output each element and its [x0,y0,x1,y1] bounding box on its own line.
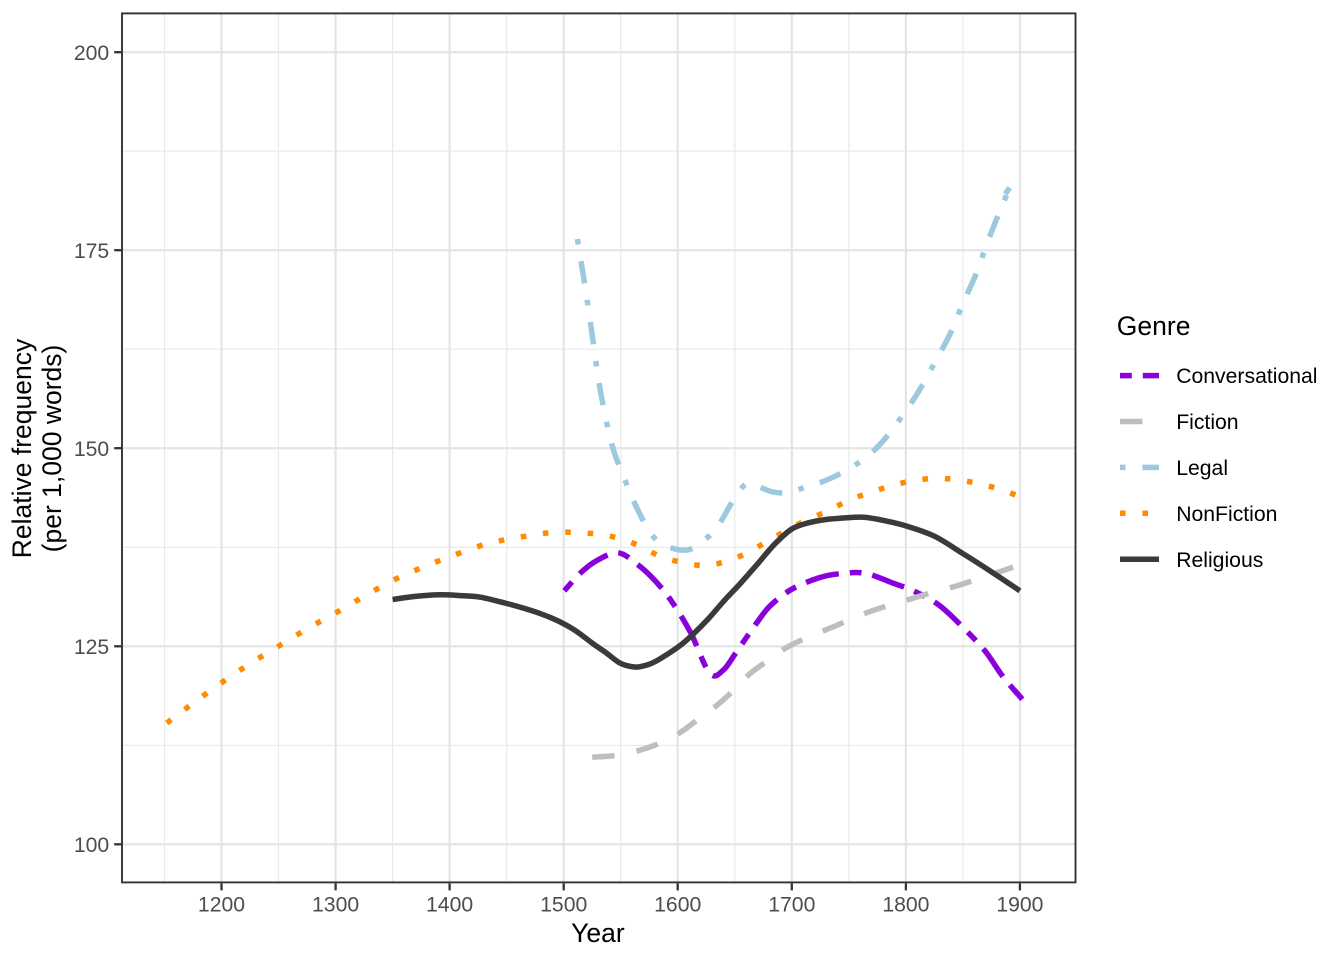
svg-text:Conversational: Conversational [1176,365,1317,388]
svg-text:Relative frequency: Relative frequency [7,338,37,558]
svg-text:Religious: Religious [1176,549,1263,572]
svg-text:1900: 1900 [996,893,1043,916]
svg-text:1600: 1600 [654,893,701,916]
svg-text:1200: 1200 [198,893,245,916]
svg-text:(per 1,000 words): (per 1,000 words) [37,345,67,553]
svg-text:Legal: Legal [1176,457,1228,480]
svg-text:100: 100 [74,834,109,857]
svg-text:1800: 1800 [882,893,929,916]
svg-text:200: 200 [74,42,109,65]
svg-text:Genre: Genre [1117,311,1191,341]
svg-text:1500: 1500 [540,893,587,916]
svg-text:1300: 1300 [312,893,359,916]
svg-text:175: 175 [74,240,109,263]
svg-text:125: 125 [74,636,109,659]
svg-text:NonFiction: NonFiction [1176,503,1277,526]
svg-text:1400: 1400 [426,893,473,916]
svg-text:150: 150 [74,438,109,461]
svg-text:1700: 1700 [768,893,815,916]
svg-text:Fiction: Fiction [1176,411,1238,434]
svg-text:Year: Year [571,918,625,948]
